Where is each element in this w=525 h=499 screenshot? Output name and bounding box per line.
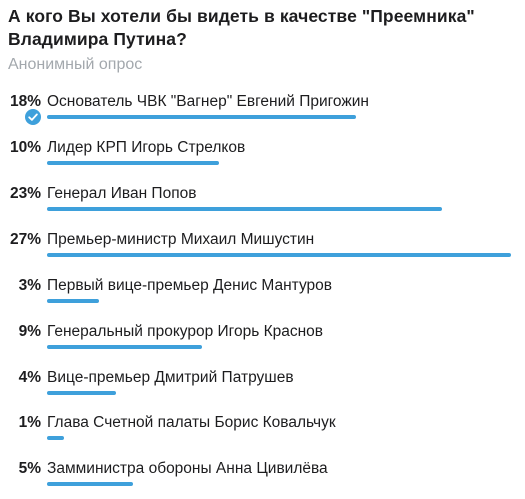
option-result-bar	[47, 436, 64, 440]
option-percent: 9%	[0, 322, 41, 342]
option-result-bar	[47, 207, 442, 211]
poll-option[interactable]: 4% Вице-премьер Дмитрий Патрушев	[0, 368, 525, 408]
poll-option[interactable]: 1% Глава Счетной палаты Борис Ковальчук	[0, 413, 525, 453]
option-result-bar	[47, 253, 511, 257]
option-percent: 27%	[0, 230, 41, 250]
chosen-check-icon	[25, 109, 41, 125]
poll-question: А кого Вы хотели бы видеть в качестве "П…	[8, 5, 513, 50]
poll-option[interactable]: 9% Генеральный прокурор Игорь Краснов	[0, 322, 525, 362]
option-result-bar	[47, 115, 356, 119]
poll-option[interactable]: 18% Основатель ЧВК "Вагнер" Евгений Приг…	[0, 92, 525, 132]
option-text: Премьер-министр Михаил Мишустин	[47, 230, 314, 250]
option-percent: 1%	[0, 413, 41, 433]
poll-option[interactable]: 5% Замминистра обороны Анна Цивилёва	[0, 459, 525, 499]
option-text: Вице-премьер Дмитрий Патрушев	[47, 368, 294, 388]
option-text: Первый вице-премьер Денис Мантуров	[47, 276, 332, 296]
option-percent: 5%	[0, 459, 41, 479]
option-result-bar	[47, 345, 202, 349]
option-percent: 3%	[0, 276, 41, 296]
option-text: Замминистра обороны Анна Цивилёва	[47, 459, 328, 479]
option-percent: 4%	[0, 368, 41, 388]
option-percent: 10%	[0, 138, 41, 158]
option-result-bar	[47, 161, 219, 165]
option-text: Глава Счетной палаты Борис Ковальчук	[47, 413, 336, 433]
poll-option[interactable]: 10% Лидер КРП Игорь Стрелков	[0, 138, 525, 178]
poll-option[interactable]: 23% Генерал Иван Попов	[0, 184, 525, 224]
option-result-bar	[47, 299, 99, 303]
option-percent: 23%	[0, 184, 41, 204]
option-text: Основатель ЧВК "Вагнер" Евгений Пригожин	[47, 92, 369, 112]
poll-option[interactable]: 27% Премьер-министр Михаил Мишустин	[0, 230, 525, 270]
option-text: Генерал Иван Попов	[47, 184, 196, 204]
option-result-bar	[47, 391, 116, 395]
option-result-bar	[47, 482, 133, 486]
poll-option[interactable]: 3% Первый вице-премьер Денис Мантуров	[0, 276, 525, 316]
poll-type-label: Анонимный опрос	[8, 55, 142, 75]
option-text: Генеральный прокурор Игорь Краснов	[47, 322, 323, 342]
option-text: Лидер КРП Игорь Стрелков	[47, 138, 245, 158]
